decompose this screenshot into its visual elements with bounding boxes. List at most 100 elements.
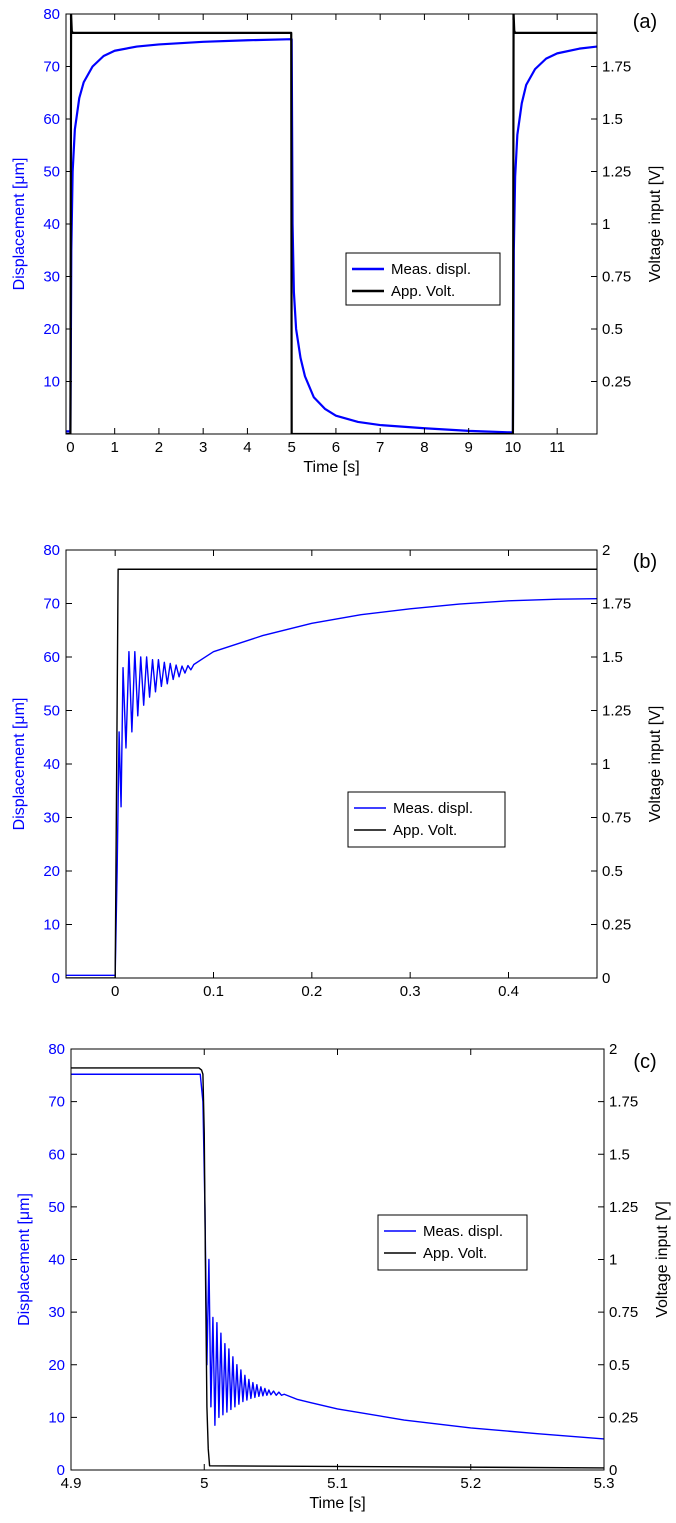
y-axis-label: Displacement [μm] — [11, 698, 28, 831]
y2-tick-label: 1.25 — [609, 1199, 638, 1216]
x-tick-label: 10 — [505, 439, 522, 456]
y-tick-label: 30 — [48, 1304, 65, 1321]
legend-box — [377, 1214, 528, 1271]
y-tick-label: 80 — [43, 6, 60, 23]
y2-tick-label: 0.25 — [602, 917, 631, 934]
y-tick-label: 60 — [43, 649, 60, 666]
y2-tick-label: 1.75 — [609, 1094, 638, 1111]
displacement-series-line — [71, 1073, 604, 1440]
y2-tick-label: 0.5 — [609, 1357, 630, 1374]
x-tick-label: 3 — [199, 439, 207, 456]
legend: Meas. displ. App. Volt. — [345, 252, 501, 306]
panel-label: (c) — [633, 1051, 656, 1073]
y-tick-label: 50 — [43, 164, 60, 181]
x-tick-label: 0.4 — [498, 983, 519, 1000]
y-tick-label: 10 — [48, 1409, 65, 1426]
displacement-legend-label: Meas. displ. — [391, 261, 471, 278]
panel-a-chart: 0 1 2 3 4 5 6 7 8 9 10 11 10 20 30 40 50 60 70 80 0.25 0.5 0.7… — [0, 0, 676, 500]
y-tick-label: 50 — [48, 1199, 65, 1216]
legend-box — [347, 791, 506, 848]
y2-tick-label: 0.75 — [602, 810, 631, 827]
voltage-legend-label: App. Volt. — [391, 283, 455, 300]
y-tick-label: 40 — [43, 756, 60, 773]
y-tick-label: 60 — [43, 111, 60, 128]
x-tick-label: 0 — [111, 983, 119, 1000]
x-tick-label: 4.9 — [61, 1475, 82, 1492]
y2-tick-label: 0.5 — [602, 863, 623, 880]
panel-b-plot: 0 0.1 0.2 0.3 0.4 0 10 20 30 40 50 60 70 80 0 0.25 0.5 0.… — [11, 542, 664, 1000]
y-tick-label: 20 — [48, 1357, 65, 1374]
legend-box — [345, 252, 501, 306]
y2-tick-label: 0.75 — [609, 1304, 638, 1321]
displacement-series-line — [66, 597, 597, 977]
y-tick-label: 70 — [43, 59, 60, 76]
voltage-legend-label: App. Volt. — [423, 1245, 487, 1262]
y2-axis-label: Voltage input [V] — [647, 706, 664, 823]
x-tick-label: 2 — [155, 439, 163, 456]
y-tick-label: 30 — [43, 269, 60, 286]
x-tick-label: 5 — [200, 1475, 208, 1492]
x-tick-label: 5 — [288, 439, 296, 456]
y-axis-label: Displacement [μm] — [16, 1193, 33, 1326]
y2-tick-label: 1.75 — [602, 596, 631, 613]
x-tick-label: 11 — [549, 439, 565, 456]
y2-tick-label: 0 — [609, 1462, 617, 1479]
displacement-legend-label: Meas. displ. — [393, 800, 473, 817]
y2-tick-label: 1 — [602, 216, 610, 233]
y-tick-label: 40 — [48, 1252, 65, 1269]
y-tick-label: 70 — [48, 1094, 65, 1111]
x-tick-label: 7 — [376, 439, 384, 456]
y2-axis-label: Voltage input [V] — [647, 166, 664, 283]
displacement-series-line — [66, 38, 597, 434]
x-tick-label: 0 — [66, 439, 74, 456]
y-axis-label: Displacement [μm] — [11, 158, 28, 291]
y2-tick-label: 0.25 — [602, 374, 631, 391]
panel-c-plot: 4.9 5 5.1 5.2 5.30102030405060708000.250.50.… — [16, 1041, 671, 1512]
legend: Meas. displ. App. Volt. — [347, 791, 506, 848]
y2-tick-label: 2 — [602, 542, 610, 559]
y-tick-label: 40 — [43, 216, 60, 233]
y2-tick-label: 0 — [602, 970, 610, 987]
x-tick-label: 5.3 — [594, 1475, 615, 1492]
y2-tick-label: 0.75 — [602, 269, 631, 286]
y-tick-label: 10 — [43, 917, 60, 934]
y2-axis-label: Voltage input [V] — [654, 1201, 671, 1318]
y2-tick-label: 2 — [609, 1041, 617, 1058]
panel-a-plot: 0 1 2 3 4 5 6 7 8 9 10 11 10 20 30 40 50 60 70 80 0.25 0.5 0.7… — [11, 6, 664, 476]
panel-label: (a) — [633, 11, 657, 33]
x-tick-label: 0.3 — [400, 983, 421, 1000]
y2-tick-label: 1.25 — [602, 703, 631, 720]
y2-tick-label: 1.5 — [602, 111, 623, 128]
y-tick-label: 30 — [43, 810, 60, 827]
x-tick-label: 8 — [420, 439, 428, 456]
voltage-series-line — [71, 1067, 604, 1469]
y2-tick-label: 1.5 — [609, 1146, 630, 1163]
x-tick-label: 9 — [465, 439, 473, 456]
y-tick-label: 0 — [57, 1462, 65, 1479]
x-tick-label: 0.1 — [203, 983, 224, 1000]
x-tick-label: 5.2 — [460, 1475, 481, 1492]
x-tick-label: 6 — [332, 439, 340, 456]
plot-frame — [65, 13, 598, 435]
y-tick-label: 50 — [43, 703, 60, 720]
y-tick-label: 80 — [48, 1041, 65, 1058]
y-tick-label: 20 — [43, 863, 60, 880]
voltage-series-line — [66, 14, 597, 434]
y-tick-label: 70 — [43, 596, 60, 613]
x-tick-label: 4 — [243, 439, 251, 456]
panel-b-chart: 0 0.1 0.2 0.3 0.4 0 10 20 30 40 50 60 70 80 0 0.25 0.5 0.… — [0, 500, 676, 1000]
y2-tick-label: 1 — [609, 1252, 617, 1269]
y2-tick-label: 1.5 — [602, 649, 623, 666]
displacement-legend-label: Meas. displ. — [423, 1223, 503, 1240]
panel-c-chart: 4.9 5 5.1 5.2 5.3 0 10 20 30 40 50 60 70 80 0 0.25 0.5 0.… — [0, 1000, 676, 1523]
y-tick-label: 80 — [43, 542, 60, 559]
y-tick-label: 60 — [48, 1146, 65, 1163]
y2-tick-label: 1.75 — [602, 59, 631, 76]
panel-label: (b) — [633, 551, 657, 573]
x-tick-label: 5.1 — [327, 1475, 348, 1492]
legend: Meas. displ. App. Volt. — [377, 1214, 528, 1271]
y-tick-label: 10 — [43, 374, 60, 391]
voltage-series-line — [66, 568, 597, 978]
x-tick-label: 1 — [111, 439, 119, 456]
x-axis-label: Time [s] — [309, 1495, 365, 1512]
